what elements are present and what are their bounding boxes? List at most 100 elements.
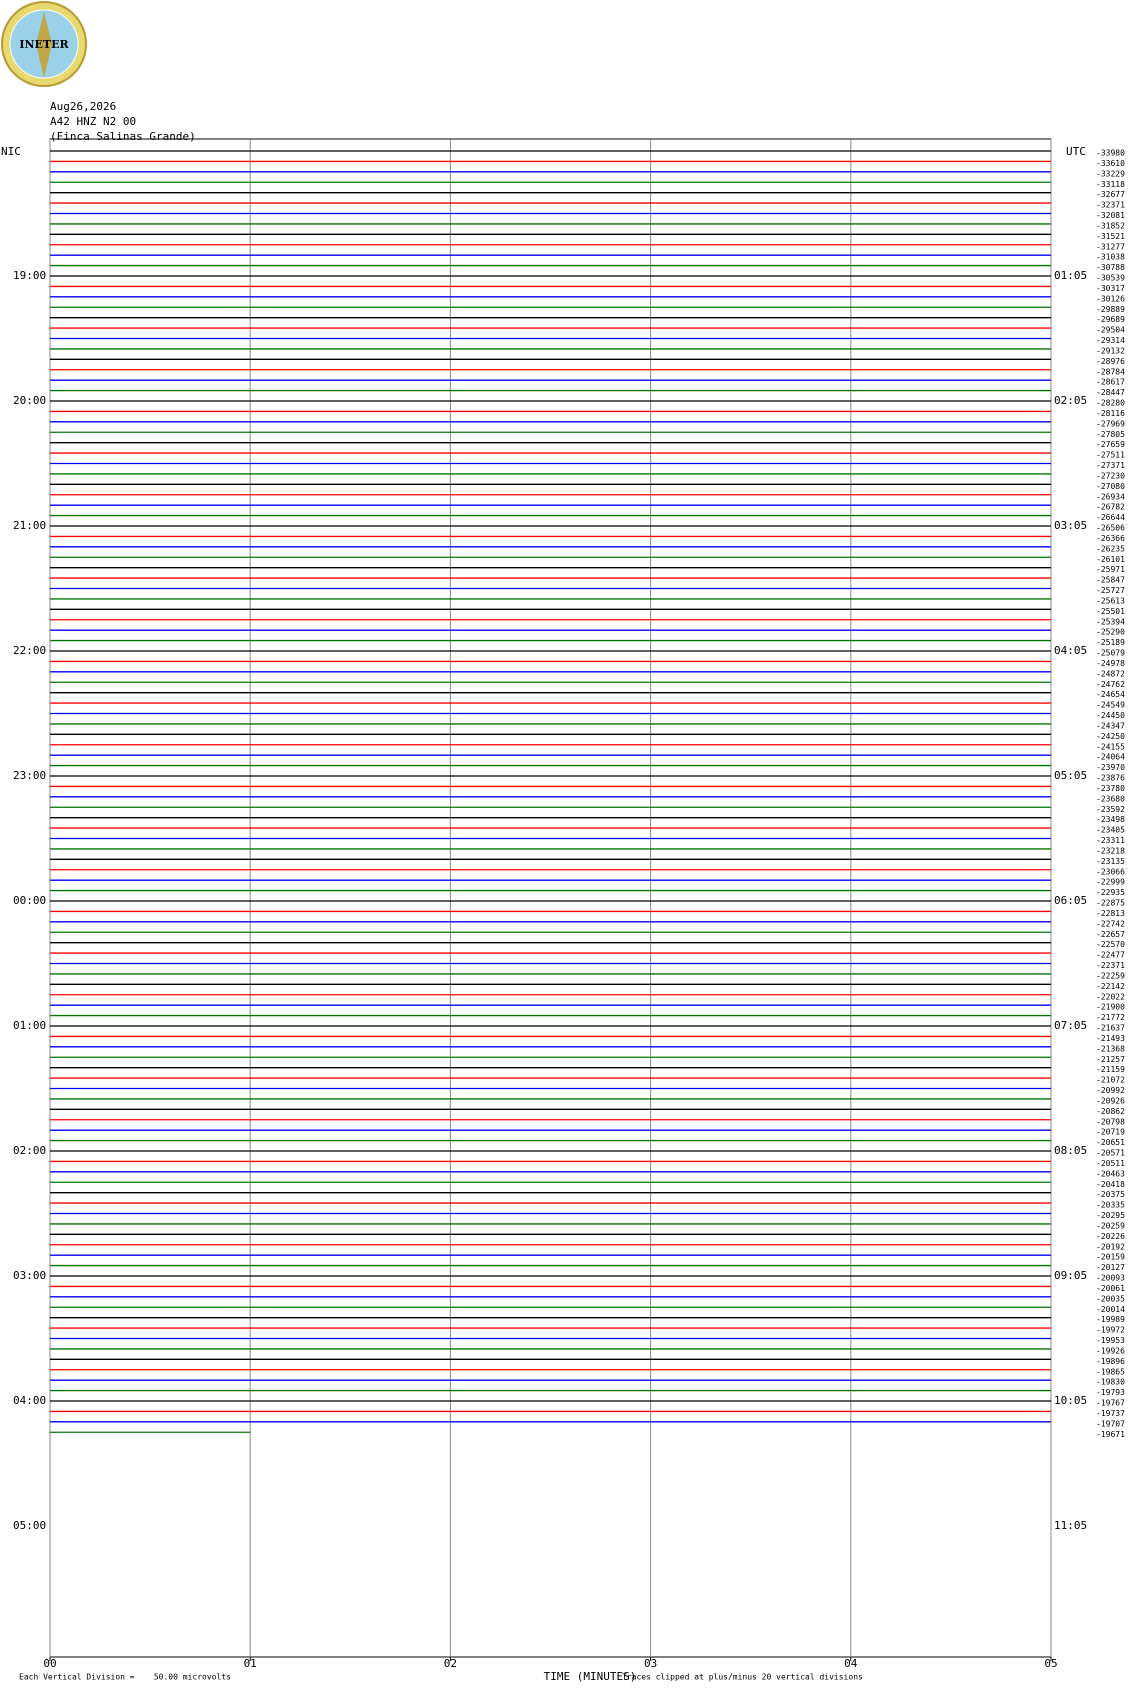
trace-label: -32371 xyxy=(1096,201,1125,210)
trace-label: -20259 xyxy=(1096,1221,1125,1230)
x-tick-label: 00 xyxy=(43,1657,56,1670)
utc-hour-label: 03:05 xyxy=(1054,519,1087,532)
trace-label: -32677 xyxy=(1096,190,1125,199)
trace-label: -25290 xyxy=(1096,628,1125,637)
trace-label: -20719 xyxy=(1096,1128,1125,1137)
trace-label: -25847 xyxy=(1096,576,1125,585)
trace-label: -24347 xyxy=(1096,721,1125,730)
trace-label: -19953 xyxy=(1096,1336,1125,1345)
utc-hour-label: 08:05 xyxy=(1054,1144,1087,1157)
trace-label: -20862 xyxy=(1096,1107,1125,1116)
trace-label: -25189 xyxy=(1096,638,1125,647)
trace-label: -20159 xyxy=(1096,1253,1125,1262)
x-axis-label: TIME (MINUTES) xyxy=(544,1670,637,1683)
utc-hour-label: 07:05 xyxy=(1054,1019,1087,1032)
trace-label: -19707 xyxy=(1096,1419,1125,1428)
trace-label: -21772 xyxy=(1096,1013,1125,1022)
trace-label: -28617 xyxy=(1096,378,1125,387)
trace-label: -22259 xyxy=(1096,971,1125,980)
nic-hour-label: 19:00 xyxy=(13,269,46,282)
trace-label: -24762 xyxy=(1096,680,1125,689)
trace-label: -30126 xyxy=(1096,294,1125,303)
x-tick-label: 02 xyxy=(444,1657,457,1670)
logo: INETER xyxy=(1,1,87,87)
nic-hour-label: 22:00 xyxy=(13,644,46,657)
trace-label: -33610 xyxy=(1096,159,1125,168)
trace-label: -29132 xyxy=(1096,346,1125,355)
trace-label: -19926 xyxy=(1096,1346,1125,1355)
utc-hour-label: 11:05 xyxy=(1054,1519,1087,1532)
trace-label: -24549 xyxy=(1096,701,1125,710)
trace-label: -29314 xyxy=(1096,336,1125,345)
trace-label: -26101 xyxy=(1096,555,1125,564)
trace-label: -28116 xyxy=(1096,409,1125,418)
trace-label: -27805 xyxy=(1096,430,1125,439)
trace-label: -26506 xyxy=(1096,524,1125,533)
utc-hour-label: 05:05 xyxy=(1054,769,1087,782)
trace-label: -24978 xyxy=(1096,659,1125,668)
trace-label: -20093 xyxy=(1096,1274,1125,1283)
trace-label: -19767 xyxy=(1096,1399,1125,1408)
trace-label: -23680 xyxy=(1096,794,1125,803)
trace-label: -20127 xyxy=(1096,1263,1125,1272)
trace-label: -21159 xyxy=(1096,1065,1125,1074)
trace-label: -22813 xyxy=(1096,909,1125,918)
trace-label: -20335 xyxy=(1096,1201,1125,1210)
trace-label: -33229 xyxy=(1096,169,1125,178)
trace-label: -31038 xyxy=(1096,253,1125,262)
trace-label: -25394 xyxy=(1096,617,1125,626)
trace-label: -21493 xyxy=(1096,1034,1125,1043)
footer-note: Each Vertical Division = 50.00 microvolt… xyxy=(19,1673,231,1682)
nic-hour-label: 03:00 xyxy=(13,1269,46,1282)
x-tick-label: 05 xyxy=(1044,1657,1057,1670)
trace-label: -29689 xyxy=(1096,315,1125,324)
trace-label: -21072 xyxy=(1096,1076,1125,1085)
trace-label: -20061 xyxy=(1096,1284,1125,1293)
nic-hour-label: 02:00 xyxy=(13,1144,46,1157)
header-line: A42 HNZ N2 00 xyxy=(50,115,136,128)
trace-label: -25501 xyxy=(1096,607,1125,616)
trace-label: -19865 xyxy=(1096,1367,1125,1376)
nic-hour-label: 04:00 xyxy=(13,1394,46,1407)
trace-label: -20295 xyxy=(1096,1211,1125,1220)
trace-label: -25613 xyxy=(1096,596,1125,605)
nic-hour-label: 23:00 xyxy=(13,769,46,782)
trace-label: -19896 xyxy=(1096,1357,1125,1366)
trace-label: -23311 xyxy=(1096,836,1125,845)
trace-label: -29504 xyxy=(1096,326,1125,335)
nic-hour-label: 21:00 xyxy=(13,519,46,532)
trace-label: -27969 xyxy=(1096,419,1125,428)
trace-label: -24450 xyxy=(1096,711,1125,720)
trace-label: -22022 xyxy=(1096,992,1125,1001)
trace-label: -26782 xyxy=(1096,503,1125,512)
trace-label: -20463 xyxy=(1096,1169,1125,1178)
trace-label: -27659 xyxy=(1096,440,1125,449)
trace-label: -24654 xyxy=(1096,690,1125,699)
trace-label: -27511 xyxy=(1096,451,1125,460)
header-line: (Finca Salinas Grande) xyxy=(50,130,196,143)
nic-hour-label: 00:00 xyxy=(13,894,46,907)
trace-label: -20511 xyxy=(1096,1159,1125,1168)
trace-label: -20571 xyxy=(1096,1149,1125,1158)
logo-text: INETER xyxy=(19,38,69,51)
trace-label: -31521 xyxy=(1096,232,1125,241)
trace-label: -20035 xyxy=(1096,1294,1125,1303)
trace-label: -26934 xyxy=(1096,492,1125,501)
trace-label: -30788 xyxy=(1096,263,1125,272)
trace-label: -19989 xyxy=(1096,1315,1125,1324)
trace-label: -31852 xyxy=(1096,221,1125,230)
trace-label: -33118 xyxy=(1096,180,1125,189)
trace-label: -22999 xyxy=(1096,878,1125,887)
trace-label: -20226 xyxy=(1096,1232,1125,1241)
nic-hour-label: 05:00 xyxy=(13,1519,46,1532)
trace-label: -27371 xyxy=(1096,461,1125,470)
trace-label: -32081 xyxy=(1096,211,1125,220)
trace-label: -22657 xyxy=(1096,930,1125,939)
trace-label: -29889 xyxy=(1096,305,1125,314)
trace-label: -23592 xyxy=(1096,805,1125,814)
trace-label: -25727 xyxy=(1096,586,1125,595)
x-tick-label: 03 xyxy=(644,1657,657,1670)
trace-label: -23970 xyxy=(1096,763,1125,772)
trace-label: -20192 xyxy=(1096,1242,1125,1251)
trace-label: -24250 xyxy=(1096,732,1125,741)
